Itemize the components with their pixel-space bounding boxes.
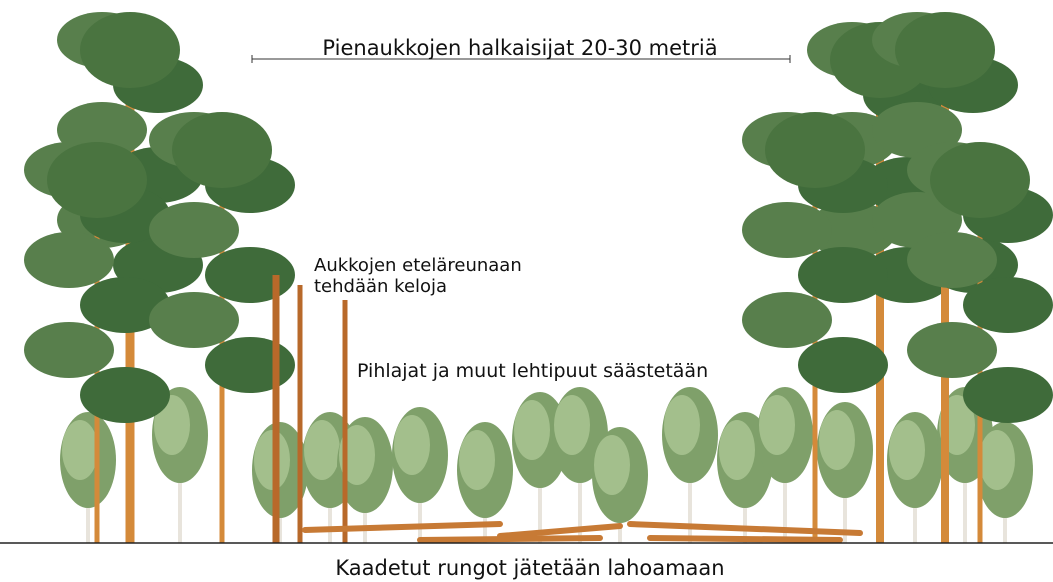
pine-crown bbox=[742, 292, 832, 348]
felled-log bbox=[420, 538, 600, 540]
felled-log bbox=[305, 524, 500, 530]
pine-crown bbox=[765, 112, 865, 188]
birch-crown bbox=[594, 435, 630, 495]
snag-label: tehdään keloja bbox=[314, 276, 447, 297]
pine-crown bbox=[47, 142, 147, 218]
birch-crown bbox=[664, 395, 700, 455]
felled-log bbox=[650, 538, 840, 540]
pine-crown bbox=[907, 322, 997, 378]
birch-crown bbox=[304, 420, 340, 480]
pine-crown bbox=[963, 277, 1053, 333]
birch-crown bbox=[759, 395, 795, 455]
birch-crown bbox=[979, 430, 1015, 490]
birch-crown bbox=[254, 430, 290, 490]
birch-crown bbox=[719, 420, 755, 480]
birch-crown bbox=[62, 420, 98, 480]
pine-crown bbox=[172, 112, 272, 188]
trees bbox=[24, 12, 1053, 543]
snag-label: Aukkojen eteläreunaan bbox=[314, 255, 522, 276]
snag bbox=[343, 300, 348, 543]
pine-crown bbox=[895, 12, 995, 88]
felled-log bbox=[500, 526, 620, 536]
pine-crown bbox=[963, 367, 1053, 423]
pine-crown bbox=[149, 202, 239, 258]
birch-crown bbox=[889, 420, 925, 480]
forest-illustration: Pienaukkojen halkaisijat 20-30 metriä Au… bbox=[0, 0, 1053, 582]
birch-crown bbox=[819, 410, 855, 470]
pine-crown bbox=[24, 322, 114, 378]
pine-crown bbox=[907, 232, 997, 288]
pine-crown bbox=[798, 247, 888, 303]
felled-label: Kaadetut rungot jätetään lahoamaan bbox=[335, 556, 724, 580]
birch-crown bbox=[459, 430, 495, 490]
birch-crown bbox=[554, 395, 590, 455]
pine-crown bbox=[80, 367, 170, 423]
pine-crown bbox=[80, 12, 180, 88]
pine-crown bbox=[205, 247, 295, 303]
pine-crown bbox=[205, 337, 295, 393]
deciduous-label: Pihlajat ja muut lehtipuut säästetään bbox=[357, 360, 708, 382]
snag bbox=[273, 275, 280, 543]
pine-crown bbox=[149, 292, 239, 348]
pine-crown bbox=[798, 337, 888, 393]
birch-crown bbox=[514, 400, 550, 460]
pine-crown bbox=[742, 202, 832, 258]
snag bbox=[298, 285, 303, 543]
pine-crown bbox=[930, 142, 1030, 218]
birch-crown bbox=[394, 415, 430, 475]
gap-width-label: Pienaukkojen halkaisijat 20-30 metriä bbox=[322, 36, 717, 60]
pine-crown bbox=[24, 232, 114, 288]
